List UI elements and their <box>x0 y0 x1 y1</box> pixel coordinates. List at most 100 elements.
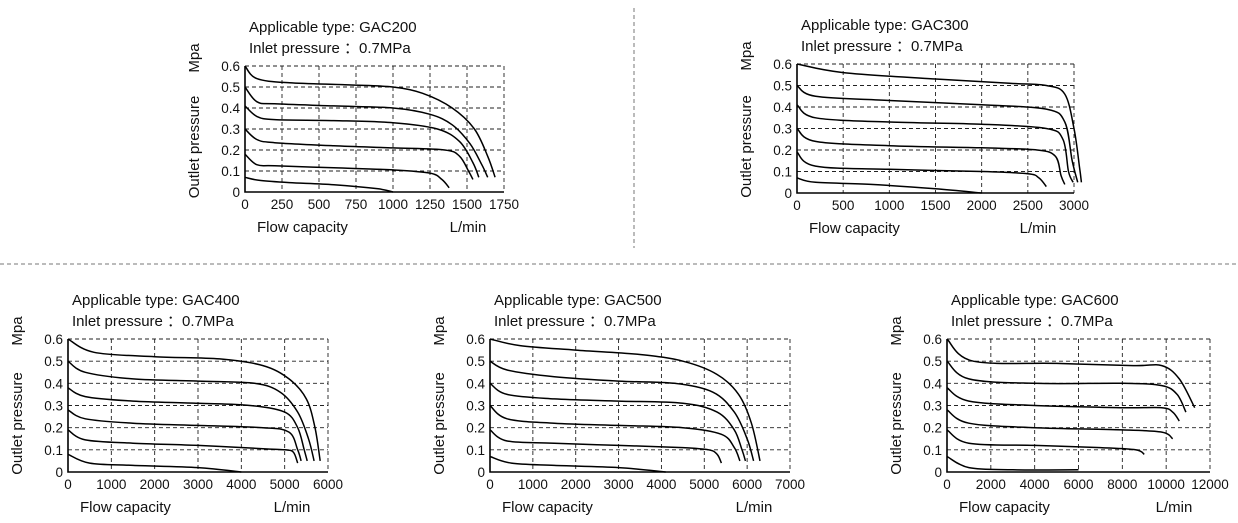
y-tick-label: 0.4 <box>923 376 942 391</box>
x-tick-label: 1750 <box>489 197 519 212</box>
chart-title: Applicable type: GAC300 <box>801 17 969 34</box>
x-tick-label: 5000 <box>689 477 719 492</box>
x-tick-label: 2000 <box>140 477 170 492</box>
x-axis-label: Flow capacity <box>257 219 348 236</box>
x-tick-label: 4000 <box>226 477 256 492</box>
x-tick-label: 7000 <box>775 477 805 492</box>
flow-chart-1: Applicable type: GAC200 Inlet pressure ：0… <box>186 19 519 236</box>
y-tick-label: 0.1 <box>221 164 240 179</box>
pressure-curve-1 <box>946 455 1079 471</box>
y-tick-label: 0 <box>55 465 63 480</box>
x-tick-label: 3000 <box>1059 198 1089 213</box>
flow-chart-5: Applicable type: GAC600 Inlet pressure ：0… <box>888 292 1229 516</box>
x-axis-label: Flow capacity <box>959 499 1050 516</box>
pressure-curve-6 <box>489 338 761 462</box>
x-axis-unit: L/min <box>1156 499 1193 516</box>
chart-subtitle: Inlet pressure ：0.7MPa <box>72 313 234 330</box>
pressure-curve-3 <box>946 409 1174 440</box>
y-tick-label: 0.6 <box>923 332 942 347</box>
chart-title: Applicable type: GAC400 <box>72 292 240 309</box>
y-tick-label: 0.3 <box>221 122 240 137</box>
pressure-curve-2 <box>489 429 723 464</box>
pressure-curve-2 <box>67 429 299 464</box>
y-axis-unit: Mpa <box>431 316 448 346</box>
x-tick-label: 5000 <box>270 477 300 492</box>
x-tick-label: 0 <box>486 477 494 492</box>
x-tick-label: 0 <box>793 198 801 213</box>
axes-frame <box>946 339 1210 473</box>
y-axis-unit: Mpa <box>738 41 755 71</box>
y-axis-unit: Mpa <box>186 43 203 73</box>
pressure-curve-3 <box>244 128 474 180</box>
x-tick-label: 10000 <box>1147 477 1185 492</box>
flow-chart-3: Applicable type: GAC400 Inlet pressure ：0… <box>9 292 343 516</box>
y-axis-unit: Mpa <box>9 316 26 346</box>
pressure-curve-6 <box>67 338 321 462</box>
x-tick-label: 0 <box>64 477 72 492</box>
pressure-curve-4 <box>244 105 480 178</box>
pressure-curve-5 <box>796 84 1079 183</box>
axes-frame <box>67 339 328 473</box>
pressure-curve-6 <box>244 65 496 178</box>
x-tick-label: 1500 <box>920 198 950 213</box>
pressure-curve-1 <box>244 176 394 193</box>
y-tick-label: 0.6 <box>773 57 792 72</box>
y-tick-label: 0.2 <box>44 421 63 436</box>
pressure-curve-5 <box>489 360 755 462</box>
x-axis-label: Flow capacity <box>502 499 593 516</box>
y-tick-label: 0.2 <box>221 143 240 158</box>
x-tick-label: 4000 <box>646 477 676 492</box>
x-tick-label: 750 <box>345 197 368 212</box>
x-tick-label: 1250 <box>415 197 445 212</box>
x-tick-label: 4000 <box>1020 477 1050 492</box>
y-tick-label: 0.2 <box>923 421 942 436</box>
flow-chart-4: Applicable type: GAC500 Inlet pressure ：0… <box>431 292 805 516</box>
pressure-curve-1 <box>489 455 666 473</box>
y-tick-label: 0.1 <box>44 443 63 458</box>
x-tick-label: 1000 <box>518 477 548 492</box>
flow-chart-2: Applicable type: GAC300 Inlet pressure ：0… <box>738 17 1089 237</box>
pressure-curve-5 <box>244 86 489 178</box>
x-axis-unit: L/min <box>1020 220 1057 237</box>
y-tick-label: 0 <box>934 465 942 480</box>
y-tick-label: 0.3 <box>44 399 63 414</box>
x-tick-label: 0 <box>943 477 951 492</box>
x-tick-label: 2500 <box>1013 198 1043 213</box>
y-tick-label: 0 <box>784 186 792 201</box>
x-tick-label: 3000 <box>183 477 213 492</box>
x-tick-label: 500 <box>308 197 331 212</box>
y-tick-label: 0.1 <box>923 443 942 458</box>
pressure-curve-3 <box>489 404 741 462</box>
chart-subtitle: Inlet pressure ：0.7MPa <box>801 38 963 55</box>
x-tick-label: 2000 <box>976 477 1006 492</box>
x-tick-label: 1000 <box>96 477 126 492</box>
y-tick-label: 0.5 <box>773 79 792 94</box>
pressure-curve-4 <box>489 382 747 462</box>
y-tick-label: 0.4 <box>44 376 63 391</box>
y-tick-label: 0.4 <box>466 376 485 391</box>
y-tick-label: 0.2 <box>466 421 485 436</box>
chart-subtitle: Inlet pressure ：0.7MPa <box>249 40 411 57</box>
y-axis-label: Outlet pressure <box>738 95 755 198</box>
x-axis-unit: L/min <box>736 499 773 516</box>
x-tick-label: 8000 <box>1107 477 1137 492</box>
pressure-curve-3 <box>67 409 302 462</box>
y-tick-label: 0.3 <box>466 399 485 414</box>
x-axis-unit: L/min <box>274 499 311 516</box>
pressure-curve-3 <box>796 127 1066 185</box>
x-axis-unit: L/min <box>450 219 487 236</box>
pressure-curve-4 <box>67 387 308 462</box>
y-tick-label: 0.6 <box>466 332 485 347</box>
y-tick-label: 0.5 <box>466 354 485 369</box>
chart-title: Applicable type: GAC600 <box>951 292 1119 309</box>
chart-title: Applicable type: GAC200 <box>249 19 417 36</box>
x-tick-label: 1500 <box>452 197 482 212</box>
y-tick-label: 0.1 <box>773 165 792 180</box>
chart-title: Applicable type: GAC500 <box>494 292 662 309</box>
y-tick-label: 0.4 <box>773 100 792 115</box>
x-tick-label: 3000 <box>604 477 634 492</box>
x-tick-label: 0 <box>241 197 249 212</box>
y-axis-label: Outlet pressure <box>431 372 448 475</box>
x-axis-label: Flow capacity <box>809 220 900 237</box>
